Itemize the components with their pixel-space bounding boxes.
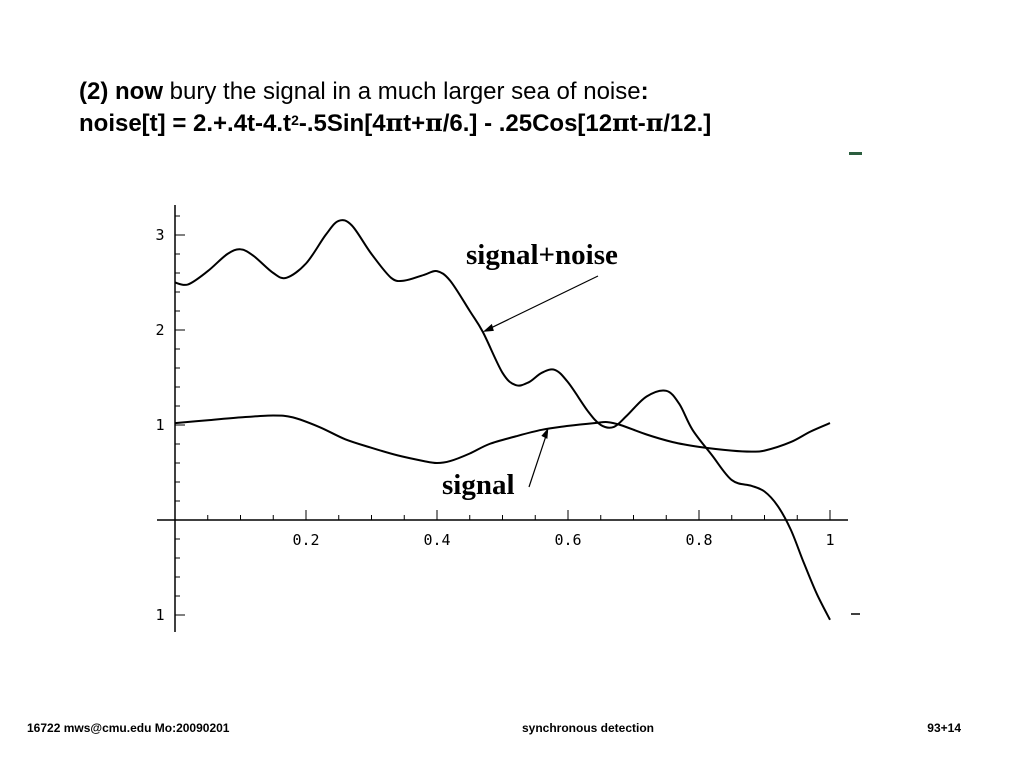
signal-noise-curve [174,219,831,621]
pi-symbol: π [385,108,404,137]
formula-part-f: /12.] [663,110,712,137]
signal-noise-label: signal+noise [466,239,618,271]
formula-part-e: t- [629,110,646,137]
heading-text: bury the signal in a much larger sea of … [163,78,641,105]
formula-part-b: -.5Sin[4 [298,110,386,137]
x-tick-label: 0.8 [685,531,712,549]
signal-noise-arrow [486,275,599,331]
x-tick-label: 0.2 [292,531,319,549]
y-tick-label: 2 [155,321,164,339]
signal-arrow [528,431,548,488]
formula-part-d: /6.] - .25Cos[12 [442,110,613,137]
noise-formula: noise[t] = 2.+.4t-4.t2-.5Sin[4πt+π/6.] -… [79,107,711,139]
formula-part-a: noise[t] = 2.+.4t-4.t [79,110,292,137]
x-tick-label: 0.6 [554,531,581,549]
signal-label: signal [442,469,515,501]
y-tick-label: 1 [155,416,164,434]
pi-symbol: π [612,108,630,137]
x-tick-label: 0.4 [423,531,450,549]
y-tick-label: 1 [155,606,164,624]
slide-heading: (2) now bury the signal in a much larger… [79,76,711,139]
x-tick-label: 1 [825,531,834,549]
footer-author: 16722 mws@cmu.edu Mo:20090201 [27,721,230,735]
formula-exponent: 2 [291,112,299,128]
heading-keyword: (2) now [79,78,163,105]
footer-title: synchronous detection [521,721,655,735]
footer-page-number: 93+14 [927,721,961,735]
heading-colon: : [640,78,649,105]
y-tick-label: 3 [155,226,164,244]
formula-part-c: t+ [403,110,426,137]
signal-curve [174,414,831,465]
pi-symbol: π [645,108,664,137]
signal-arrowhead [541,427,549,439]
pi-symbol: π [425,108,443,137]
signal-noise-arrowhead [482,323,494,332]
decorative-mark [849,152,862,155]
heading-line-1: (2) now bury the signal in a much larger… [79,76,711,107]
